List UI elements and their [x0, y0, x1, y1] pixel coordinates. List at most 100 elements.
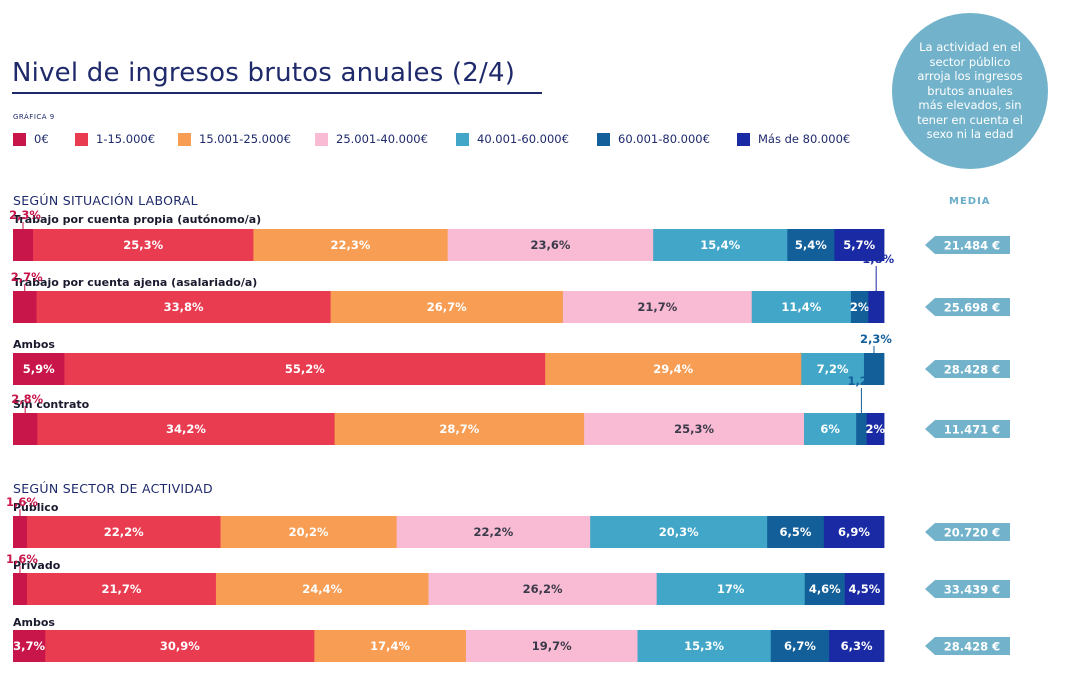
data-label: 2,8% [11, 392, 43, 406]
legend-swatch [737, 132, 750, 146]
data-label: 2,3% [860, 332, 892, 346]
data-label: 30,9% [160, 639, 200, 653]
legend-label: 1-15.000€ [96, 132, 156, 146]
media-value: 33.439 € [944, 583, 1000, 597]
media-badge [925, 420, 1010, 438]
bar-segment [787, 229, 835, 261]
row-label: Trabajo por cuenta ajena (asalariado/a) [13, 276, 258, 289]
bar-segment [767, 516, 825, 548]
data-label: 24,4% [302, 582, 342, 596]
data-label: 15,3% [684, 639, 724, 653]
bar-segment [13, 413, 38, 445]
data-label: 21,7% [101, 582, 141, 596]
row-label: Sin contrato [13, 398, 90, 411]
data-label: 7,2% [817, 362, 849, 376]
title-underline [12, 92, 542, 94]
media-badge [925, 523, 1010, 541]
bar-segment [36, 291, 331, 323]
row-label: Privado [13, 559, 61, 572]
bar-segment [253, 229, 449, 261]
legend-swatch [456, 132, 469, 146]
data-label: 11,4% [781, 300, 821, 314]
legend: 0€ 1-15.000€ 15.001-25.000€ 25.001-40.00… [13, 132, 857, 146]
data-label: 2% [850, 300, 870, 314]
bar-segment [850, 291, 869, 323]
legend-swatch [597, 132, 610, 146]
callout-text: La actividad en el sector público arroja… [917, 40, 1023, 142]
bar-segment [26, 516, 221, 548]
bar-segment [330, 291, 564, 323]
media-badge [925, 298, 1010, 316]
bar-segment [751, 291, 852, 323]
legend-swatch [13, 132, 26, 146]
bar-segment [13, 573, 28, 605]
data-label: 33,8% [164, 300, 204, 314]
legend-label: 25.001-40.000€ [336, 132, 428, 146]
bar-segment [64, 353, 546, 385]
data-label: 6,7% [784, 639, 816, 653]
data-label: 5,9% [23, 362, 55, 376]
data-label: 1,2% [847, 374, 879, 388]
data-label: 2,3% [9, 208, 41, 222]
bar-segment [844, 573, 885, 605]
legend-item: 0€ [13, 132, 75, 146]
data-label: 23,6% [530, 238, 570, 252]
row-label: Ambos [13, 616, 55, 629]
media-value: 11.471 € [944, 423, 1000, 437]
data-label: 6,5% [780, 525, 812, 539]
bar-segment [37, 413, 336, 445]
data-label: 1,6% [6, 552, 38, 566]
bar-segment [13, 630, 46, 662]
bar-segment [26, 573, 217, 605]
data-label: 55,2% [285, 362, 325, 376]
media-badge [925, 236, 1010, 254]
data-label: 2% [866, 422, 886, 436]
bar-segment [804, 413, 857, 445]
data-label: 15,4% [700, 238, 740, 252]
media-value: 28.428 € [944, 640, 1000, 654]
media-badge [925, 580, 1010, 598]
row-label: Trabajo por cuenta propia (autónomo/a) [13, 213, 262, 226]
bar-segment [428, 573, 658, 605]
data-label: 1,8% [862, 252, 894, 266]
bar-segment [656, 573, 806, 605]
media-badge [925, 360, 1010, 378]
bar-segment [856, 413, 868, 445]
bar-segment [562, 291, 753, 323]
chart-title: Nivel de ingresos brutos anuales (2/4) [12, 58, 516, 88]
media-badge [925, 637, 1010, 655]
media-value: 21.484 € [944, 239, 1000, 253]
data-label: 25,3% [674, 422, 714, 436]
legend-item: 25.001-40.000€ [315, 132, 456, 146]
data-label: 17% [717, 582, 745, 596]
bar-segment [220, 516, 398, 548]
data-label: 6% [820, 422, 840, 436]
data-label: 29,4% [653, 362, 693, 376]
bar-segment [590, 516, 768, 548]
legend-item: 60.001-80.000€ [597, 132, 737, 146]
legend-item: 15.001-25.000€ [178, 132, 315, 146]
bar-segment [770, 630, 830, 662]
legend-label: 40.001-60.000€ [477, 132, 569, 146]
bar-segment [866, 413, 885, 445]
data-label: 6,3% [841, 639, 873, 653]
legend-swatch [315, 132, 328, 146]
data-label: 4,6% [809, 582, 841, 596]
data-label: 22,2% [473, 525, 513, 539]
data-label: 26,2% [523, 582, 563, 596]
section-title-sector: SEGÚN SECTOR DE ACTIVIDAD [13, 481, 213, 496]
data-label: 4,5% [848, 582, 880, 596]
legend-swatch [178, 132, 191, 146]
data-label: 5,7% [843, 238, 875, 252]
bar-segment [314, 630, 467, 662]
legend-label: 60.001-80.000€ [618, 132, 710, 146]
bar-segment [804, 573, 846, 605]
bar-segment [823, 516, 885, 548]
bar-segment [13, 229, 34, 261]
bar-segment [868, 291, 885, 323]
media-header: MEDIA [949, 196, 991, 207]
bar-segment [545, 353, 802, 385]
bar-segment [447, 229, 654, 261]
bar-segment [653, 229, 788, 261]
bar-segment [13, 291, 37, 323]
